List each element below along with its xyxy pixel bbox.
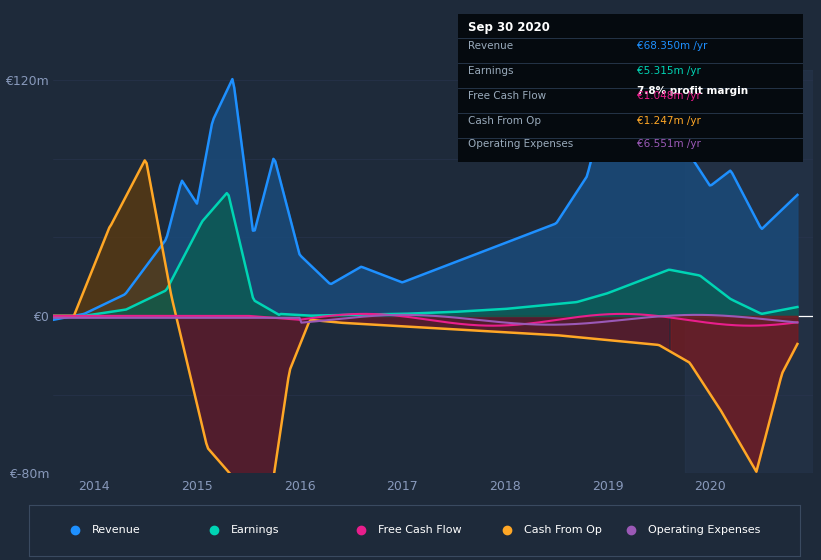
Text: €1.048m /yr: €1.048m /yr xyxy=(637,91,701,101)
Text: Free Cash Flow: Free Cash Flow xyxy=(378,525,461,535)
Text: 7.8% profit margin: 7.8% profit margin xyxy=(637,86,749,96)
Text: €6.551m /yr: €6.551m /yr xyxy=(637,139,701,150)
Text: Cash From Op: Cash From Op xyxy=(524,525,602,535)
Text: €5.315m /yr: €5.315m /yr xyxy=(637,66,701,76)
Text: Free Cash Flow: Free Cash Flow xyxy=(469,91,547,101)
Text: Sep 30 2020: Sep 30 2020 xyxy=(469,21,550,34)
Text: €68.350m /yr: €68.350m /yr xyxy=(637,41,708,51)
Text: Revenue: Revenue xyxy=(469,41,514,51)
Bar xyxy=(685,70,813,473)
Text: Revenue: Revenue xyxy=(92,525,140,535)
Text: €1.247m /yr: €1.247m /yr xyxy=(637,116,701,125)
Text: Operating Expenses: Operating Expenses xyxy=(469,139,574,150)
Text: Operating Expenses: Operating Expenses xyxy=(648,525,760,535)
Text: Cash From Op: Cash From Op xyxy=(469,116,542,125)
Text: Earnings: Earnings xyxy=(469,66,514,76)
Text: Earnings: Earnings xyxy=(231,525,279,535)
